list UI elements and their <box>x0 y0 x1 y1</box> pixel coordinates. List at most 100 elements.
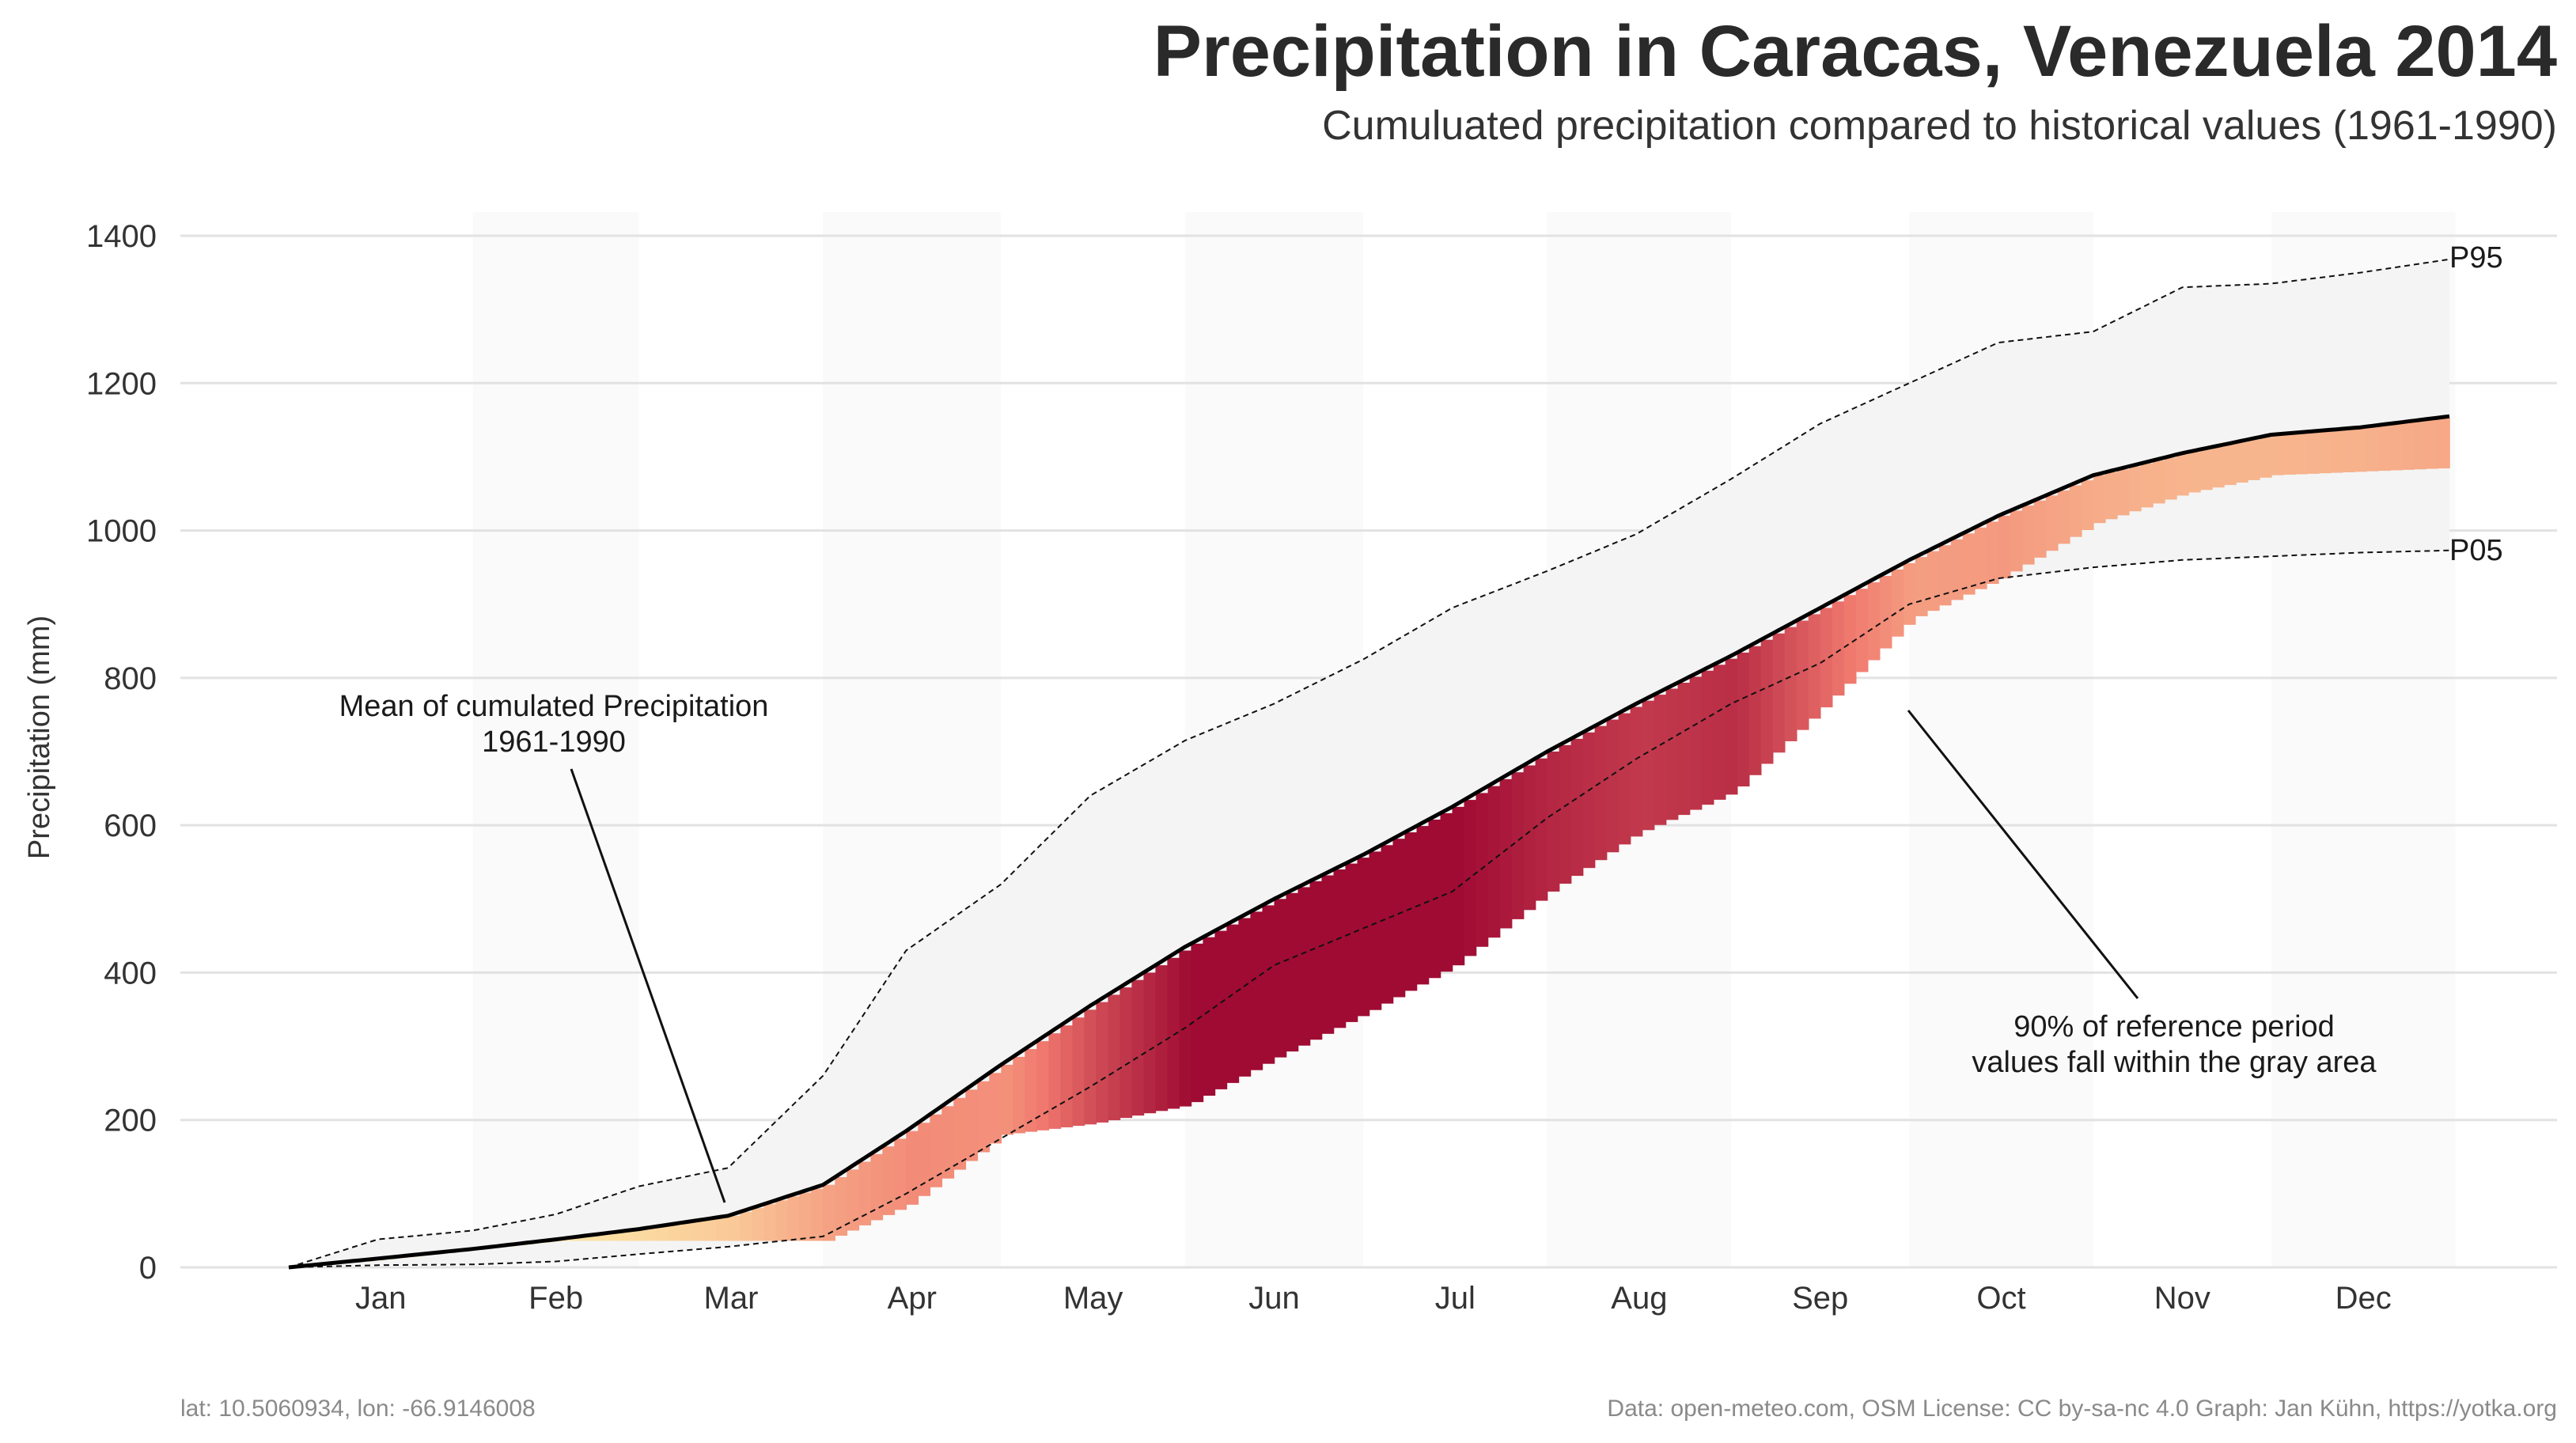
mean-annotation-pointer <box>570 768 726 1203</box>
deficit-bar <box>823 1184 835 1241</box>
deficit-bar <box>1689 676 1703 810</box>
y-tick-label: 800 <box>104 661 157 696</box>
deficit-bar <box>965 1089 979 1161</box>
deficit-bar <box>1737 652 1750 787</box>
deficit-bar <box>1986 521 1999 584</box>
deficit-bar <box>1962 533 1976 595</box>
deficit-bar <box>585 1235 598 1241</box>
deficit-bar <box>2282 434 2296 475</box>
deficit-bar <box>2164 457 2177 500</box>
deficit-bar <box>621 1231 634 1241</box>
deficit-bar <box>1547 752 1560 892</box>
deficit-bar <box>2366 426 2379 472</box>
deficit-bar <box>1131 979 1145 1116</box>
deficit-bar <box>574 1237 586 1241</box>
deficit-bar <box>1618 713 1631 845</box>
p95-label: P95 <box>2449 241 2503 275</box>
y-tick-labels: 0 200 400 600 800 1000 1200 1400 <box>86 219 157 1286</box>
p05-label: P05 <box>2449 534 2503 567</box>
deficit-bar <box>1274 899 1287 1058</box>
x-tick-label: Oct <box>1976 1281 2025 1316</box>
deficit-bar <box>704 1219 717 1241</box>
deficit-bar <box>1760 639 1774 764</box>
deficit-bar <box>2247 439 2260 480</box>
deficit-bar <box>1345 863 1358 1022</box>
deficit-bar <box>787 1196 800 1241</box>
deficit-bar <box>1084 1009 1097 1125</box>
deficit-bar <box>645 1228 657 1241</box>
deficit-bar <box>2438 418 2450 469</box>
deficit-bar <box>1725 658 1738 795</box>
month-stripe <box>472 212 639 1267</box>
deficit-bar <box>906 1131 919 1205</box>
deficit-bar <box>2426 419 2438 469</box>
deficit-bar <box>1594 725 1608 861</box>
deficit-bar <box>2104 472 2118 520</box>
deficit-bar <box>1143 972 1157 1114</box>
deficit-bar <box>977 1081 991 1153</box>
deficit-bar <box>2176 454 2189 496</box>
deficit-bar <box>1926 551 1940 612</box>
deficit-bar <box>1511 772 1525 919</box>
deficit-bar <box>1535 758 1548 901</box>
deficit-bar <box>2069 485 2082 537</box>
y-tick-label: 1400 <box>86 219 157 254</box>
x-tick-label: Apr <box>888 1281 937 1316</box>
deficit-bar <box>953 1097 967 1170</box>
deficit-bar <box>1974 527 1987 589</box>
x-tick-label: Jan <box>355 1281 407 1316</box>
deficit-bar <box>1381 845 1394 1004</box>
deficit-bar <box>2152 460 2165 504</box>
deficit-bar <box>870 1153 884 1221</box>
deficit-bar <box>1950 539 1964 600</box>
x-tick-label: Sep <box>1792 1281 1848 1316</box>
deficit-bar <box>1487 786 1501 938</box>
deficit-bar <box>1286 892 1299 1052</box>
deficit-bar <box>1713 665 1726 800</box>
deficit-bar <box>716 1218 729 1241</box>
p05-p95-band <box>289 259 2449 1267</box>
deficit-bar <box>1416 826 1430 985</box>
band-annotation-line2: values fall within the gray area <box>1972 1046 2377 1079</box>
deficit-bar <box>1464 800 1477 956</box>
deficit-bar <box>1879 576 1892 649</box>
deficit-bar <box>2343 429 2355 472</box>
deficit-bar <box>1155 965 1169 1112</box>
deficit-bar <box>2093 475 2106 524</box>
deficit-bar <box>894 1138 907 1210</box>
deficit-bar <box>597 1234 610 1241</box>
deficit-bar <box>2354 427 2367 472</box>
deficit-bar <box>2199 449 2213 490</box>
deficit-bars <box>336 418 2450 1263</box>
deficit-bar <box>1191 943 1204 1103</box>
deficit-bar <box>1226 924 1240 1083</box>
deficit-bar <box>1665 688 1679 820</box>
deficit-bar <box>1654 695 1667 825</box>
deficit-bar <box>2081 480 2094 530</box>
deficit-bar <box>2045 495 2059 551</box>
x-tick-label: May <box>1063 1281 1123 1316</box>
deficit-bar <box>1025 1049 1038 1132</box>
deficit-bar <box>692 1221 705 1241</box>
deficit-bar <box>680 1222 693 1241</box>
deficit-bar <box>1238 918 1252 1077</box>
deficit-bar <box>2378 425 2391 472</box>
deficit-bar <box>657 1226 669 1241</box>
month-stripes <box>472 212 2456 1267</box>
deficit-bar <box>1013 1056 1026 1134</box>
deficit-bar <box>1357 858 1370 1017</box>
deficit-bar <box>1891 569 1904 637</box>
deficit-bar <box>1036 1041 1050 1131</box>
deficit-bar <box>740 1211 752 1241</box>
deficit-bar <box>1321 875 1335 1034</box>
y-tick-label: 200 <box>104 1104 157 1138</box>
deficit-bar <box>858 1161 872 1225</box>
deficit-bar <box>1262 905 1275 1064</box>
deficit-bar <box>1559 744 1572 884</box>
deficit-bar <box>2010 510 2023 572</box>
deficit-bar <box>989 1073 1002 1144</box>
deficit-bar <box>2294 433 2308 475</box>
deficit-bar <box>1701 670 1714 805</box>
deficit-bar <box>2306 431 2320 474</box>
